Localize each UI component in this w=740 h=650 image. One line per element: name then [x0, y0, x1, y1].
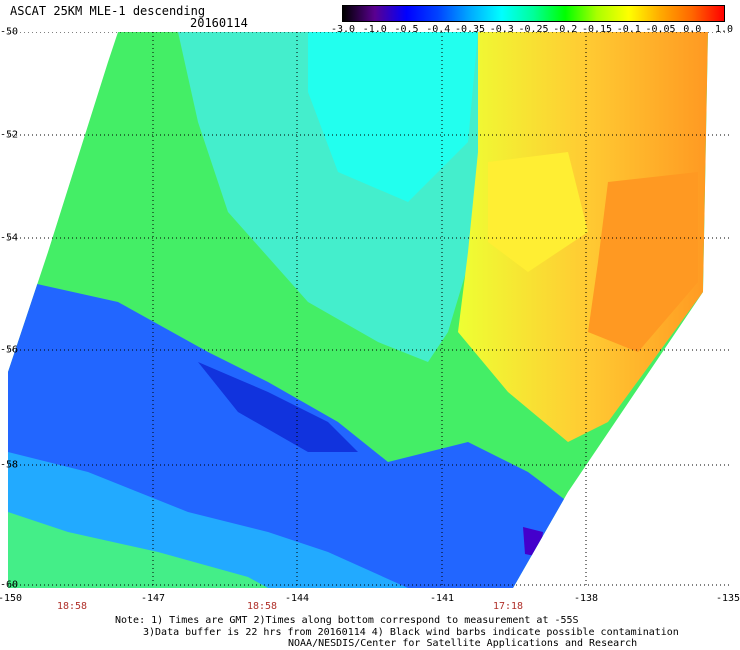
dark-blue-core [198, 362, 358, 452]
color-scale-tick: -1.0 [362, 24, 387, 35]
lon-label: -150 [0, 593, 23, 604]
map-date: 20160114 [190, 16, 248, 30]
color-scale-tick: -0.15 [581, 24, 613, 35]
lon-label: -141 [429, 593, 455, 604]
overpass-time-label: 18:58 [246, 601, 278, 612]
color-scale-tick: -0.5 [394, 24, 419, 35]
note-line-1: Note: 1) Times are GMT 2)Times along bot… [115, 615, 579, 626]
note-line-3: NOAA/NESDIS/Center for Satellite Applica… [288, 638, 638, 649]
lon-label: -144 [284, 593, 310, 604]
color-scale-tick: 0.0 [683, 24, 702, 35]
green-bottom-band [8, 512, 268, 588]
yellow-patch [488, 152, 588, 272]
lat-label: -58 [0, 459, 19, 471]
map-title: ASCAT 25KM MLE-1 descending [10, 4, 206, 18]
lat-label: -60 [0, 579, 19, 591]
lat-label: -54 [0, 232, 19, 244]
lat-label: -56 [0, 344, 19, 356]
lon-label: -147 [140, 593, 166, 604]
color-scale-tick: -3.0 [330, 24, 356, 35]
color-scale-tick: -0.4 [426, 24, 451, 35]
color-scale-bar [342, 5, 725, 22]
color-scale-tick: -0.05 [645, 24, 676, 35]
color-scale-tick: -0.2 [553, 24, 578, 35]
note-line-2: 3)Data buffer is 22 hrs from 20160114 4)… [143, 627, 679, 638]
color-scale-tick: -0.3 [489, 24, 514, 35]
lat-label: -50 [0, 26, 19, 38]
lat-label: -52 [0, 129, 19, 141]
lon-label: -138 [573, 593, 599, 604]
color-scale-tick: -0.1 [616, 24, 641, 35]
color-scale-tick: -0.35 [454, 24, 486, 35]
graticule [8, 32, 732, 588]
cyan-region-2 [308, 32, 478, 202]
purple-spot [523, 527, 543, 557]
overpass-time-label: 18:58 [56, 601, 88, 612]
lon-label: -135 [715, 593, 740, 604]
color-scale-tick: 1.0 [714, 24, 734, 35]
orange-patch [588, 172, 698, 352]
overpass-time-label: 17:18 [492, 601, 524, 612]
wind-field-map [8, 32, 732, 588]
color-scale-tick: -0.25 [518, 24, 549, 35]
